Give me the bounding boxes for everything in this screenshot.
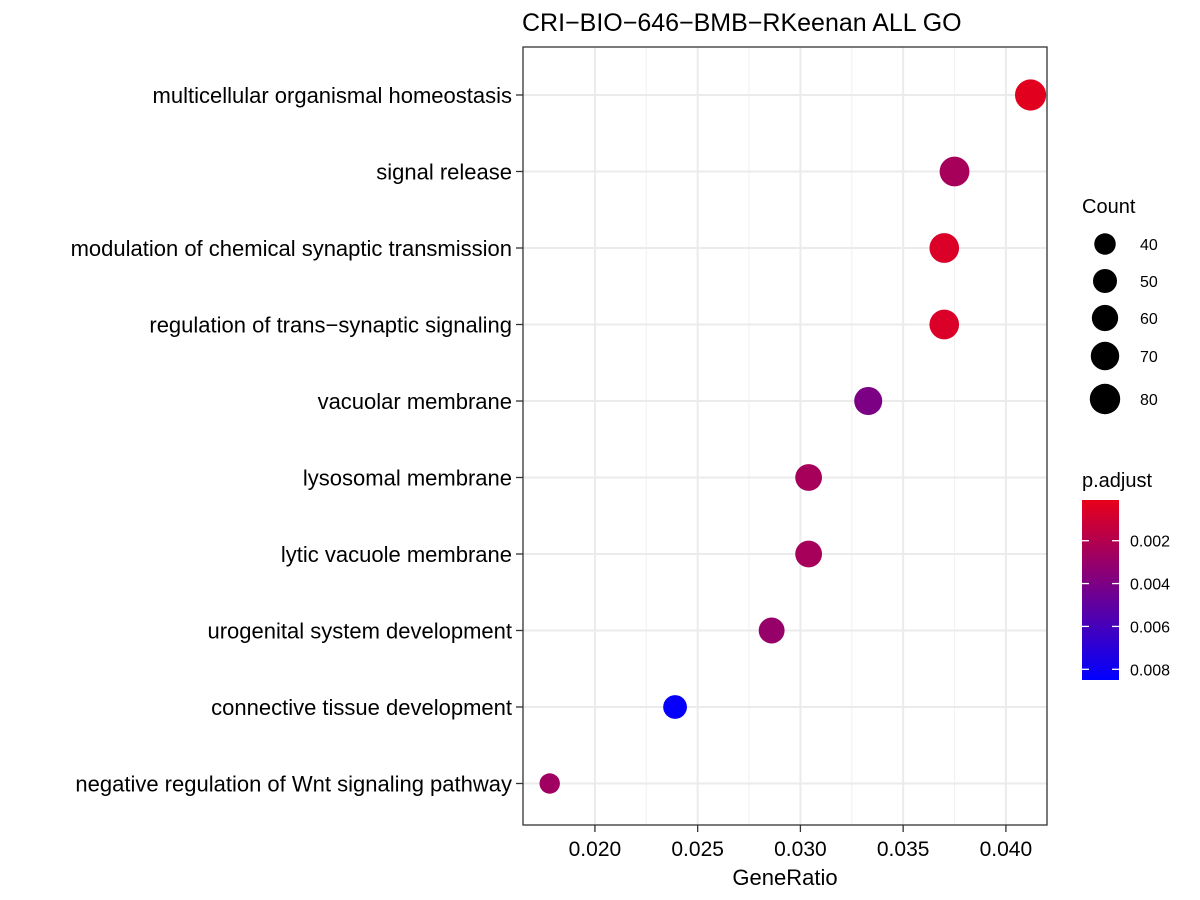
data-point xyxy=(929,309,960,340)
data-point xyxy=(539,773,560,794)
count-legend-label: 60 xyxy=(1140,311,1158,328)
data-point xyxy=(795,540,823,568)
y-tick-label: lytic vacuole membrane xyxy=(281,542,512,567)
data-points xyxy=(539,79,1047,794)
p-adjust-legend-title: p.adjust xyxy=(1082,470,1152,492)
x-tick-label: 0.035 xyxy=(877,838,930,861)
count-legend-label: 80 xyxy=(1140,392,1158,409)
x-tick-label: 0.030 xyxy=(774,838,827,861)
count-legend-key xyxy=(1089,383,1121,415)
data-point xyxy=(854,386,883,416)
y-tick-label: modulation of chemical synaptic transmis… xyxy=(71,236,512,261)
y-tick-label: urogenital system development xyxy=(208,619,513,644)
colorbar-label: 0.004 xyxy=(1130,577,1170,594)
p-adjust-legend: p.adjust 0.002 0.004 0.006 0.008 xyxy=(1082,470,1170,680)
count-legend-key xyxy=(1092,268,1118,294)
data-point xyxy=(795,464,823,491)
p-adjust-colorbar xyxy=(1082,500,1119,680)
y-tick-label: lysosomal membrane xyxy=(303,466,512,491)
chart-title: CRI−BIO−646−BMB−RKeenan ALL GO xyxy=(522,9,962,37)
x-tick-label: 0.020 xyxy=(569,838,622,861)
data-point xyxy=(758,617,785,644)
y-tick-label: regulation of trans−synaptic signaling xyxy=(149,313,512,338)
y-tick-label: vacuolar membrane xyxy=(318,389,512,414)
x-tick-label: 0.040 xyxy=(980,838,1033,861)
colorbar-label: 0.006 xyxy=(1130,619,1170,636)
colorbar-label: 0.002 xyxy=(1130,534,1170,551)
y-tick-label: multicellular organismal homeostasis xyxy=(153,83,512,108)
plot-panel-background xyxy=(523,47,1047,825)
data-point xyxy=(1014,79,1047,111)
count-legend-key xyxy=(1091,304,1119,332)
y-tick-label: negative regulation of Wnt signaling pat… xyxy=(75,772,512,797)
count-legend: Count 40 50 60 70 80 xyxy=(1082,196,1158,415)
count-legend-label: 70 xyxy=(1140,349,1158,366)
count-legend-key xyxy=(1094,233,1116,255)
data-point xyxy=(663,695,687,719)
data-point xyxy=(939,156,970,187)
y-tick-label: connective tissue development xyxy=(211,695,512,720)
count-legend-title: Count xyxy=(1082,196,1136,218)
plot-panel-border xyxy=(522,46,1048,826)
data-point xyxy=(929,233,960,263)
count-legend-label: 50 xyxy=(1140,274,1158,291)
x-tick-label: 0.025 xyxy=(671,838,724,861)
x-axis: 0.020 0.025 0.030 0.035 0.040 xyxy=(569,825,1033,861)
grid-lines xyxy=(523,47,1047,825)
x-axis-title: GeneRatio xyxy=(732,865,837,890)
count-legend-label: 40 xyxy=(1140,237,1158,254)
count-legend-key xyxy=(1090,341,1120,371)
y-tick-label: signal release xyxy=(376,160,512,185)
y-axis: multicellular organismal homeostasis sign… xyxy=(71,83,523,797)
colorbar-label: 0.008 xyxy=(1130,662,1170,679)
